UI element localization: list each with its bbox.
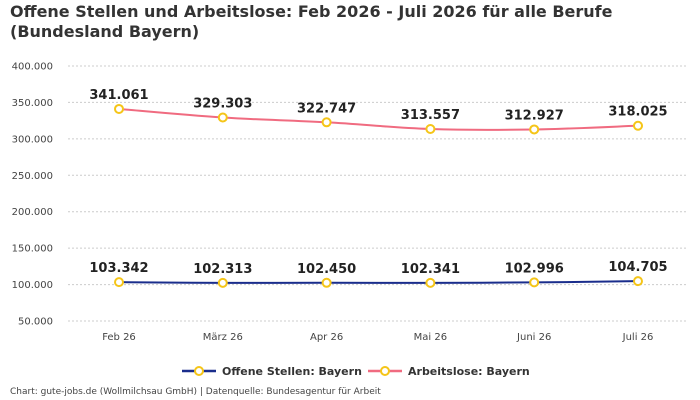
- offene-stellen-data-label: 102.341: [401, 262, 460, 277]
- legend-arbeitslose-marker[interactable]: [380, 366, 390, 376]
- offene-stellen-point[interactable]: [217, 277, 228, 288]
- arbeitslose-point[interactable]: [321, 117, 332, 128]
- arbeitslose-data-label: 329.303: [193, 97, 252, 112]
- grid-lines: [68, 65, 688, 322]
- arbeitslose-line: [118, 107, 639, 131]
- offene-stellen-data-label: 104.705: [608, 260, 667, 275]
- arbeitslose-data-label: 322.747: [297, 101, 356, 116]
- arbeitslose-data-label: 313.557: [401, 108, 460, 123]
- x-tick-label: Apr 26: [310, 332, 343, 343]
- x-tick-label: Juli 26: [622, 332, 654, 343]
- arbeitslose-point[interactable]: [633, 120, 643, 131]
- offene-stellen-point[interactable]: [633, 276, 643, 287]
- offene-stellen-data-label: 102.996: [505, 261, 564, 276]
- chart-title: Offene Stellen und Arbeitslose: Feb 2026…: [10, 2, 613, 41]
- y-tick-label: 250.000: [12, 171, 53, 182]
- x-tick-label: März 26: [203, 332, 243, 343]
- offene-stellen-point[interactable]: [529, 277, 540, 288]
- x-tick-label: Feb 26: [102, 332, 136, 343]
- arbeitslose-point[interactable]: [114, 103, 124, 114]
- y-tick-label: 150.000: [12, 244, 53, 255]
- legend[interactable]: Offene Stellen: Bayern Arbeitslose: Bayer…: [182, 365, 530, 378]
- arbeitslose-point[interactable]: [425, 123, 436, 134]
- arbeitslose-data-label: 312.927: [505, 108, 564, 123]
- legend-offene-stellen-marker[interactable]: [194, 366, 204, 376]
- footer-credit: Chart: gute-jobs.de (Wollmilchsau GmbH) …: [10, 387, 381, 397]
- offene-stellen-data-label: 102.450: [297, 262, 356, 277]
- y-tick-label: 300.000: [12, 134, 53, 145]
- arbeitslose-point[interactable]: [217, 112, 228, 123]
- x-axis: Feb 26 März 26 Apr 26 Mai 26 Juni 26 Juli 26: [102, 332, 653, 343]
- y-tick-label: 100.000: [12, 280, 53, 291]
- legend-offene-stellen-label[interactable]: Offene Stellen: Bayern: [222, 365, 362, 378]
- y-axis: 50.000 100.000 150.000 200.000 250.000 300.00…: [12, 62, 53, 328]
- y-tick-label: 400.000: [12, 62, 53, 73]
- arbeitslose-data-label: 318.025: [608, 105, 667, 120]
- series-group: 103.342 102.313 102.450 102.341 102.996 104.7…: [89, 88, 668, 288]
- arbeitslose-point[interactable]: [529, 124, 540, 135]
- y-tick-label: 200.000: [12, 207, 53, 218]
- y-tick-label: 350.000: [12, 98, 53, 109]
- offene-stellen-point[interactable]: [321, 277, 332, 288]
- x-tick-label: Juni 26: [516, 332, 551, 343]
- legend-arbeitslose-label[interactable]: Arbeitslose: Bayern: [408, 365, 530, 378]
- offene-stellen-data-label: 102.313: [193, 262, 252, 277]
- offene-stellen-point[interactable]: [425, 277, 436, 288]
- y-tick-label: 50.000: [18, 317, 53, 328]
- offene-stellen-data-label: 103.342: [89, 261, 148, 276]
- offene-stellen-line: [118, 280, 639, 284]
- arbeitslose-data-label: 341.061: [89, 88, 148, 103]
- x-tick-label: Mai 26: [414, 332, 447, 343]
- offene-stellen-point[interactable]: [114, 277, 124, 288]
